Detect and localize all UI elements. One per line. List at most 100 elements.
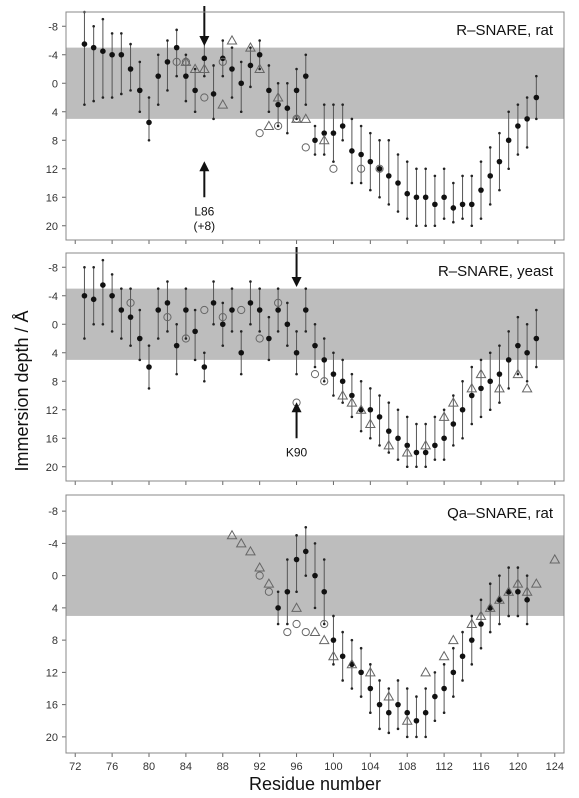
error-cap <box>479 358 483 362</box>
data-point-filled <box>468 637 475 643</box>
error-cap <box>535 365 538 369</box>
data-point-filled <box>247 62 254 69</box>
error-cap <box>369 131 372 135</box>
error-cap <box>110 330 114 333</box>
data-point-open-triangle <box>337 389 349 400</box>
data-point-filled <box>376 165 383 172</box>
data-point-open-triangle <box>512 368 524 379</box>
error-cap <box>212 117 215 121</box>
error-cap <box>461 379 464 383</box>
error-cap <box>184 99 188 103</box>
error-cap <box>507 330 510 333</box>
error-cap <box>304 525 308 529</box>
data-point-filled <box>266 87 272 94</box>
data-point-filled <box>432 201 438 208</box>
error-cap <box>166 280 169 283</box>
error-cap <box>516 566 520 569</box>
data-point-filled <box>478 187 484 193</box>
error-cap <box>221 74 225 78</box>
data-point-open-triangle <box>217 99 229 109</box>
error-cap <box>488 408 492 412</box>
data-point-filled <box>478 385 484 392</box>
error-cap <box>101 17 105 21</box>
error-cap <box>396 679 400 682</box>
error-cap <box>507 387 510 390</box>
data-point-open-circle <box>172 57 181 66</box>
data-point-open-triangle <box>318 134 330 145</box>
y-axis-label: Immersion depth / Å <box>12 310 32 471</box>
data-point-filled <box>275 605 281 611</box>
error-cap <box>498 188 501 192</box>
data-point-open-triangle <box>309 626 321 637</box>
data-point-filled <box>247 300 254 306</box>
error-cap <box>184 287 188 290</box>
panel-r-snare-yeast: -8 -4 0 4 8 12 16 20 K90 R–SNARE, yeast <box>46 247 565 485</box>
data-point-filled <box>238 80 245 87</box>
error-cap <box>341 679 344 682</box>
data-point-filled <box>339 378 346 385</box>
error-cap <box>461 630 464 634</box>
error-cap <box>110 96 114 99</box>
error-cap <box>230 287 234 290</box>
data-point-filled <box>349 148 355 154</box>
data-point-open-triangle <box>263 120 275 130</box>
error-cap <box>212 64 215 67</box>
data-point-open-triangle <box>447 397 459 407</box>
error-cap <box>276 124 280 128</box>
data-point-filled <box>459 653 466 660</box>
data-point-filled <box>395 435 401 442</box>
data-point-filled <box>229 307 235 313</box>
data-point-open-triangle <box>521 382 533 393</box>
data-point-open-circle <box>218 313 227 322</box>
data-point-open-triangle <box>198 63 210 73</box>
annotation-label: L86 <box>194 205 214 219</box>
error-cap <box>405 687 409 690</box>
data-point-open-triangle <box>355 404 367 414</box>
error-cap <box>147 96 151 99</box>
error-cap <box>516 103 520 106</box>
error-cap <box>405 415 409 419</box>
data-point-open-circle <box>163 313 172 322</box>
data-point-open-triangle <box>447 634 459 645</box>
data-point-filled <box>441 685 447 692</box>
data-point-filled <box>376 701 383 708</box>
data-point-open-circle <box>301 627 310 637</box>
y-tick-label: 4 <box>52 603 58 615</box>
error-cap <box>433 415 437 419</box>
y-tick-label: 8 <box>52 635 58 647</box>
error-cap <box>221 301 225 305</box>
error-cap <box>239 330 243 333</box>
data-point-open-circle <box>237 305 246 315</box>
data-point-filled <box>487 378 494 385</box>
error-cap <box>175 74 178 78</box>
data-point-filled <box>275 101 281 108</box>
x-tick-label: 108 <box>398 761 416 773</box>
data-point-open-triangle <box>521 586 533 596</box>
error-cap <box>203 74 206 78</box>
data-point-filled <box>109 292 115 299</box>
error-cap <box>110 273 114 276</box>
error-cap <box>415 167 418 171</box>
error-cap <box>498 622 501 626</box>
data-point-filled <box>450 669 457 676</box>
data-point-filled <box>284 321 291 328</box>
data-point-filled <box>524 116 530 122</box>
data-point-filled <box>118 307 125 313</box>
data-point-open-triangle <box>254 63 266 73</box>
data-point-filled <box>395 180 401 186</box>
error-cap <box>313 322 317 326</box>
error-cap <box>193 358 197 362</box>
error-cap <box>424 167 427 171</box>
error-cap <box>175 322 178 326</box>
error-cap <box>479 160 483 163</box>
error-cap <box>239 60 243 64</box>
error-cap <box>101 96 105 99</box>
data-point-open-triangle <box>189 63 201 73</box>
error-cap <box>286 301 289 305</box>
error-cap <box>369 663 372 666</box>
error-cap <box>350 415 354 419</box>
data-point-open-circle <box>357 164 366 173</box>
data-point-filled <box>404 709 411 716</box>
data-point-open-triangle <box>401 715 413 725</box>
error-cap <box>525 574 529 577</box>
